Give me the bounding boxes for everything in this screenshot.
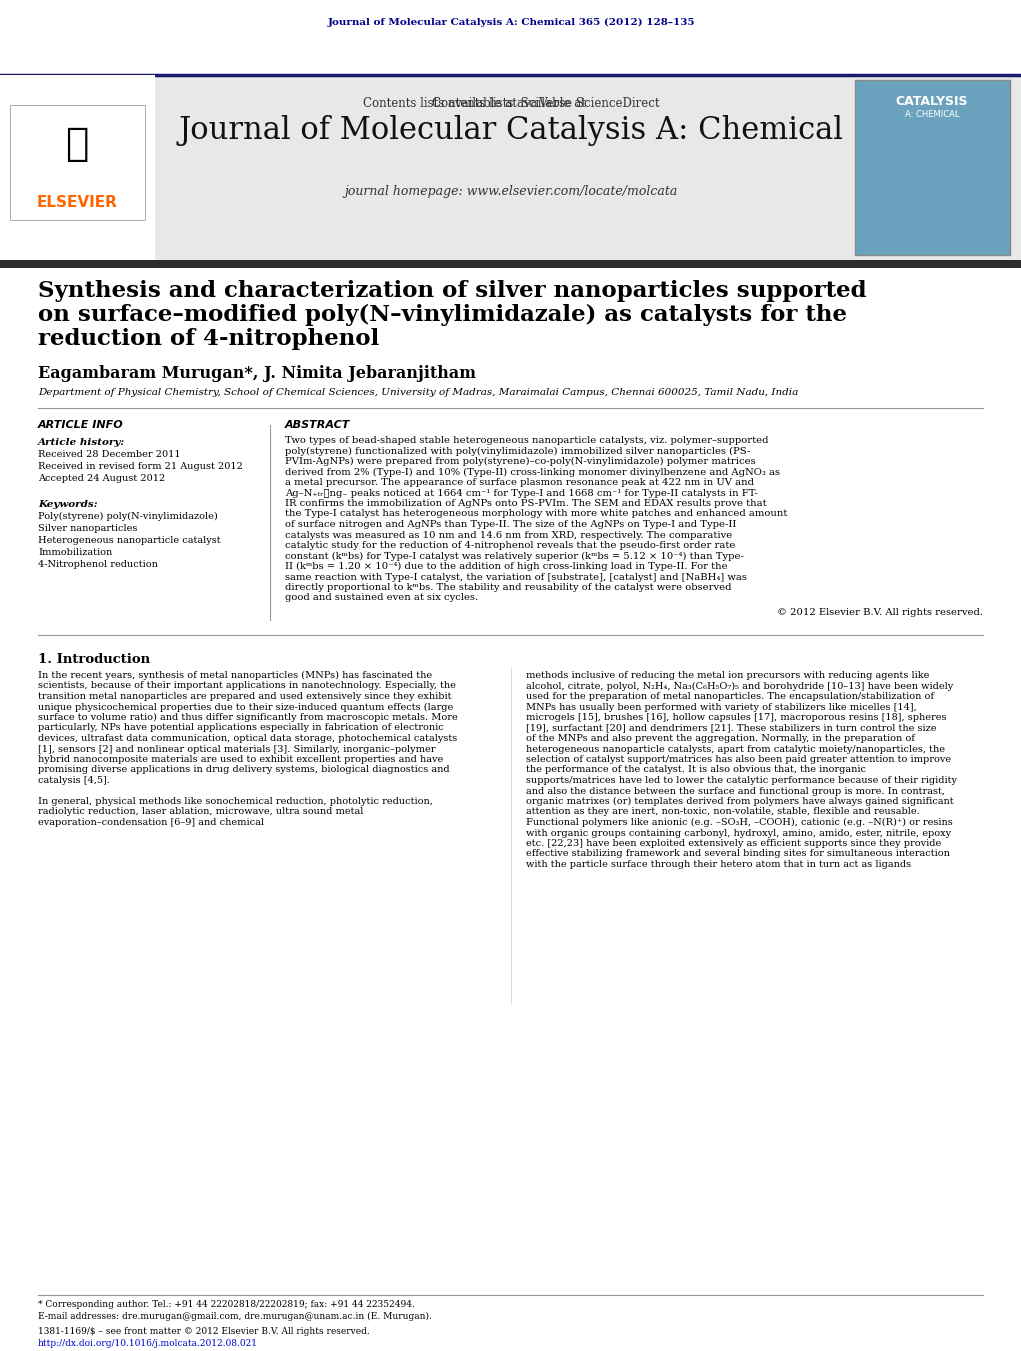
Text: constant (kᵐbs) for Type-I catalyst was relatively superior (kᵐbs = 5.12 × 10⁻⁴): constant (kᵐbs) for Type-I catalyst was …: [285, 551, 744, 561]
Text: Two types of bead-shaped stable heterogeneous nanoparticle catalysts, viz. polym: Two types of bead-shaped stable heteroge…: [285, 436, 769, 444]
Text: surface to volume ratio) and thus differ significantly from macroscopic metals. : surface to volume ratio) and thus differ…: [38, 713, 457, 723]
Text: [19], surfactant [20] and dendrimers [21]. These stabilizers in turn control the: [19], surfactant [20] and dendrimers [21…: [526, 724, 936, 732]
Text: a metal precursor. The appearance of surface plasmon resonance peak at 422 nm in: a metal precursor. The appearance of sur…: [285, 478, 753, 486]
Text: ABSTRACT: ABSTRACT: [285, 420, 350, 430]
Text: Synthesis and characterization of silver nanoparticles supported: Synthesis and characterization of silver…: [38, 280, 867, 303]
Text: © 2012 Elsevier B.V. All rights reserved.: © 2012 Elsevier B.V. All rights reserved…: [777, 608, 983, 617]
Text: Contents lists available at SciVerse ScienceDirect: Contents lists available at SciVerse Sci…: [362, 97, 660, 109]
Text: on surface–modified poly(N–vinylimidazale) as catalysts for the: on surface–modified poly(N–vinylimidazal…: [38, 304, 847, 326]
Text: Keywords:: Keywords:: [38, 500, 98, 509]
Text: Journal of Molecular Catalysis A: Chemical: Journal of Molecular Catalysis A: Chemic…: [179, 115, 843, 146]
Text: same reaction with Type-I catalyst, the variation of [substrate], [catalyst] and: same reaction with Type-I catalyst, the …: [285, 573, 747, 581]
Text: CATALYSIS: CATALYSIS: [895, 95, 968, 108]
Text: journal homepage: www.elsevier.com/locate/molcata: journal homepage: www.elsevier.com/locat…: [344, 185, 678, 199]
Text: E-mail addresses: dre.murugan@gmail.com, dre.murugan@unam.ac.in (E. Murugan).: E-mail addresses: dre.murugan@gmail.com,…: [38, 1312, 432, 1321]
Text: A: CHEMICAL: A: CHEMICAL: [905, 109, 960, 119]
Text: with the particle surface through their hetero atom that in turn act as ligands: with the particle surface through their …: [526, 861, 911, 869]
Text: Heterogeneous nanoparticle catalyst: Heterogeneous nanoparticle catalyst: [38, 536, 221, 544]
Text: Department of Physical Chemistry, School of Chemical Sciences, University of Mad: Department of Physical Chemistry, School…: [38, 388, 798, 397]
Text: of surface nitrogen and AgNPs than Type-II. The size of the AgNPs on Type-I and : of surface nitrogen and AgNPs than Type-…: [285, 520, 736, 530]
Text: of the MNPs and also prevent the aggregation. Normally, in the preparation of: of the MNPs and also prevent the aggrega…: [526, 734, 915, 743]
Text: Accepted 24 August 2012: Accepted 24 August 2012: [38, 474, 165, 484]
Text: promising diverse applications in drug delivery systems, biological diagnostics : promising diverse applications in drug d…: [38, 766, 449, 774]
Text: attention as they are inert, non-toxic, non-volatile, stable, flexible and reusa: attention as they are inert, non-toxic, …: [526, 808, 920, 816]
Text: 4-Nitrophenol reduction: 4-Nitrophenol reduction: [38, 561, 158, 569]
Text: derived from 2% (Type-I) and 10% (Type-II) cross-linking monomer divinylbenzene : derived from 2% (Type-I) and 10% (Type-I…: [285, 467, 780, 477]
Text: PVIm-AgNPs) were prepared from poly(styrene)–co-poly(N-vinylimidazole) polymer m: PVIm-AgNPs) were prepared from poly(styr…: [285, 457, 756, 466]
Text: Ag–N₊ₜᵣⲟng₋ peaks noticed at 1664 cm⁻¹ for Type-I and 1668 cm⁻¹ for Type-II cata: Ag–N₊ₜᵣⲟng₋ peaks noticed at 1664 cm⁻¹ f…: [285, 489, 758, 497]
Text: unique physicochemical properties due to their size-induced quantum effects (lar: unique physicochemical properties due to…: [38, 703, 453, 712]
Text: organic matrixes (or) templates derived from polymers have always gained signifi: organic matrixes (or) templates derived …: [526, 797, 954, 807]
Text: Received 28 December 2011: Received 28 December 2011: [38, 450, 181, 459]
Text: [1], sensors [2] and nonlinear optical materials [3]. Similarly, inorganic–polym: [1], sensors [2] and nonlinear optical m…: [38, 744, 436, 754]
Text: the performance of the catalyst. It is also obvious that, the inorganic: the performance of the catalyst. It is a…: [526, 766, 866, 774]
Text: with organic groups containing carbonyl, hydroxyl, amino, amido, ester, nitrile,: with organic groups containing carbonyl,…: [526, 828, 952, 838]
Text: 🌳: 🌳: [65, 126, 89, 163]
Text: 1381-1169/$ – see front matter © 2012 Elsevier B.V. All rights reserved.: 1381-1169/$ – see front matter © 2012 El…: [38, 1327, 370, 1336]
Text: alcohol, citrate, polyol, N₂H₄, Na₃(C₆H₅O₇)₅ and borohydride [10–13] have been w: alcohol, citrate, polyol, N₂H₄, Na₃(C₆H₅…: [526, 681, 954, 690]
Text: Eagambaram Murugan*, J. Nimita Jebaranjitham: Eagambaram Murugan*, J. Nimita Jebaranji…: [38, 365, 476, 382]
Text: and also the distance between the surface and functional group is more. In contr: and also the distance between the surfac…: [526, 786, 945, 796]
Text: http://dx.doi.org/10.1016/j.molcata.2012.08.021: http://dx.doi.org/10.1016/j.molcata.2012…: [38, 1339, 258, 1348]
Text: effective stabilizing framework and several binding sites for simultaneous inter: effective stabilizing framework and seve…: [526, 850, 950, 858]
Text: In the recent years, synthesis of metal nanoparticles (MNPs) has fascinated the: In the recent years, synthesis of metal …: [38, 671, 432, 680]
Text: selection of catalyst support/matrices has also been paid greater attention to i: selection of catalyst support/matrices h…: [526, 755, 952, 765]
Bar: [855, 80, 1010, 255]
Bar: [0, 259, 1021, 267]
Text: * Corresponding author. Tel.: +91 44 22202818/22202819; fax: +91 44 22352494.: * Corresponding author. Tel.: +91 44 222…: [38, 1300, 415, 1309]
Text: Contents lists available at: Contents lists available at: [432, 97, 590, 109]
Text: devices, ultrafast data communication, optical data storage, photochemical catal: devices, ultrafast data communication, o…: [38, 734, 457, 743]
Text: etc. [22,23] have been exploited extensively as efficient supports since they pr: etc. [22,23] have been exploited extensi…: [526, 839, 941, 848]
Text: Functional polymers like anionic (e.g. –SO₃H, –COOH), cationic (e.g. –N(R)⁺) or : Functional polymers like anionic (e.g. –…: [526, 817, 953, 827]
Text: good and sustained even at six cycles.: good and sustained even at six cycles.: [285, 593, 478, 603]
Text: In general, physical methods like sonochemical reduction, photolytic reduction,: In general, physical methods like sonoch…: [38, 797, 433, 807]
Text: directly proportional to kᵐbs. The stability and reusability of the catalyst wer: directly proportional to kᵐbs. The stabi…: [285, 584, 731, 592]
Text: II (kᵐbs = 1.20 × 10⁻⁴) due to the addition of high cross-linking load in Type-I: II (kᵐbs = 1.20 × 10⁻⁴) due to the addit…: [285, 562, 728, 571]
Bar: [10, 105, 145, 220]
Text: Immobilization: Immobilization: [38, 549, 112, 557]
Text: hybrid nanocomposite materials are used to exhibit excellent properties and have: hybrid nanocomposite materials are used …: [38, 755, 443, 765]
Text: poly(styrene) functionalized with poly(vinylimidazole) immobilized silver nanopa: poly(styrene) functionalized with poly(v…: [285, 446, 750, 455]
Bar: [0, 76, 1021, 259]
Text: ARTICLE INFO: ARTICLE INFO: [38, 420, 124, 430]
Bar: [0, 76, 155, 259]
Text: Journal of Molecular Catalysis A: Chemical 365 (2012) 128–135: Journal of Molecular Catalysis A: Chemic…: [328, 18, 694, 27]
Text: Article history:: Article history:: [38, 438, 126, 447]
Text: reduction of 4-nitrophenol: reduction of 4-nitrophenol: [38, 328, 380, 350]
Text: catalysts was measured as 10 nm and 14.6 nm from XRD, respectively. The comparat: catalysts was measured as 10 nm and 14.6…: [285, 531, 732, 539]
Text: radiolytic reduction, laser ablation, microwave, ultra sound metal: radiolytic reduction, laser ablation, mi…: [38, 808, 363, 816]
Text: Silver nanoparticles: Silver nanoparticles: [38, 524, 138, 534]
Text: Poly(styrene) poly(N-vinylimidazole): Poly(styrene) poly(N-vinylimidazole): [38, 512, 217, 521]
Text: IR confirms the immobilization of AgNPs onto PS-PVIm. The SEM and EDAX results p: IR confirms the immobilization of AgNPs …: [285, 499, 767, 508]
Text: methods inclusive of reducing the metal ion precursors with reducing agents like: methods inclusive of reducing the metal …: [526, 671, 929, 680]
Text: evaporation–condensation [6–9] and chemical: evaporation–condensation [6–9] and chemi…: [38, 817, 264, 827]
Text: microgels [15], brushes [16], hollow capsules [17], macroporous resins [18], sph: microgels [15], brushes [16], hollow cap…: [526, 713, 946, 721]
Text: transition metal nanoparticles are prepared and used extensively since they exhi: transition metal nanoparticles are prepa…: [38, 692, 451, 701]
Text: Received in revised form 21 August 2012: Received in revised form 21 August 2012: [38, 462, 243, 471]
Text: catalysis [4,5].: catalysis [4,5].: [38, 775, 110, 785]
Text: catalytic study for the reduction of 4-nitrophenol reveals that the pseudo-first: catalytic study for the reduction of 4-n…: [285, 540, 735, 550]
Text: 1. Introduction: 1. Introduction: [38, 653, 150, 666]
Text: supports/matrices have led to lower the catalytic performance because of their r: supports/matrices have led to lower the …: [526, 775, 957, 785]
Text: heterogeneous nanoparticle catalysts, apart from catalytic moiety/nanoparticles,: heterogeneous nanoparticle catalysts, ap…: [526, 744, 945, 754]
Text: used for the preparation of metal nanoparticles. The encapsulation/stabilization: used for the preparation of metal nanopa…: [526, 692, 934, 701]
Text: MNPs has usually been performed with variety of stabilizers like micelles [14],: MNPs has usually been performed with var…: [526, 703, 917, 712]
Text: ELSEVIER: ELSEVIER: [37, 195, 117, 209]
Text: particularly, NPs have potential applications especially in fabrication of elect: particularly, NPs have potential applica…: [38, 724, 444, 732]
Text: the Type-I catalyst has heterogeneous morphology with more white patches and enh: the Type-I catalyst has heterogeneous mo…: [285, 509, 787, 519]
Text: scientists, because of their important applications in nanotechnology. Especiall: scientists, because of their important a…: [38, 681, 455, 690]
